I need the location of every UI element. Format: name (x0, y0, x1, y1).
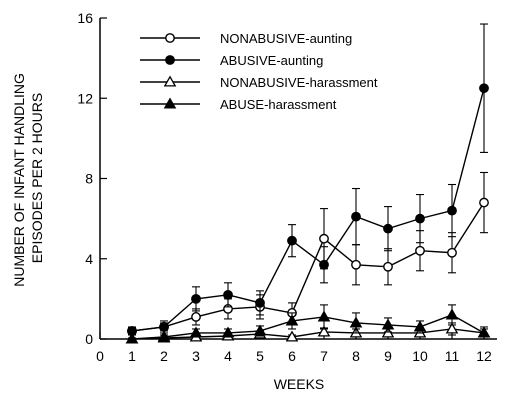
legend-marker (163, 97, 177, 109)
y-axis-title: NUMBER OF INFANT HANDLING EPISODES PER 2… (11, 69, 45, 287)
data-point (447, 247, 457, 258)
x-tick-label: 7 (320, 348, 328, 364)
legend: NONABUSIVE-aunting ABUSIVE-aunting NONABUS… (140, 31, 378, 112)
data-point (319, 259, 329, 270)
data-point (253, 324, 267, 336)
legend-marker (163, 75, 177, 87)
data-point (285, 330, 299, 342)
data-point (287, 235, 297, 246)
data-point (413, 320, 427, 332)
legend-label: NONABUSIVE-harassment (220, 75, 378, 90)
y-tick-label: 8 (85, 171, 93, 187)
data-point (383, 223, 393, 234)
legend-label: ABUSIVE-aunting (220, 53, 323, 68)
data-point (317, 310, 331, 322)
series-triangle-open (125, 322, 491, 344)
data-point (191, 293, 201, 304)
data-point (159, 322, 169, 332)
series-line (131, 314, 485, 340)
series-circle-filled (127, 23, 489, 336)
x-tick-label: 5 (256, 348, 264, 364)
legend-item: NONABUSIVE-aunting (140, 31, 352, 46)
data-point (221, 326, 235, 338)
legend-item: NONABUSIVE-harassment (140, 75, 378, 90)
x-tick-label: 2 (160, 348, 168, 364)
legend-label: ABUSE-harassment (220, 97, 337, 112)
data-point (255, 297, 265, 308)
data-point (479, 197, 489, 208)
series-line (131, 202, 485, 332)
data-point (445, 322, 459, 334)
data-point (447, 205, 457, 216)
data-point (317, 325, 331, 337)
data-point (477, 326, 491, 338)
data-point (479, 83, 489, 94)
x-tick-label: 12 (476, 348, 492, 364)
x-tick-label: 3 (192, 348, 200, 364)
plot-area (125, 23, 491, 344)
y-tick-label: 16 (77, 10, 93, 26)
data-point (285, 314, 299, 326)
y-tick-label: 12 (77, 90, 93, 106)
data-point (319, 233, 329, 244)
x-axis-title: WEEKS (274, 376, 325, 392)
data-point (157, 330, 171, 342)
data-point (351, 211, 361, 222)
legend-marker (165, 33, 175, 43)
data-point (191, 312, 201, 322)
legend-item: ABUSE-harassment (140, 97, 337, 112)
legend-item: ABUSIVE-aunting (140, 53, 323, 68)
y-tick-label: 4 (85, 251, 93, 267)
data-point (445, 308, 459, 320)
data-point (223, 289, 233, 300)
x-tick-label: 4 (224, 348, 232, 364)
series-line (131, 88, 485, 332)
x-tick-label: 8 (352, 348, 360, 364)
series-triangle-filled (125, 304, 491, 344)
x-tick-label: 9 (384, 348, 392, 364)
x-tick-label: 0 (96, 348, 104, 364)
x-tick-label: 11 (445, 348, 460, 364)
data-point (415, 213, 425, 224)
y-tick-label: 0 (85, 331, 93, 347)
data-point (381, 318, 395, 330)
data-point (415, 245, 425, 256)
data-point (125, 332, 139, 344)
data-point (383, 261, 393, 272)
x-tick-label: 10 (412, 348, 428, 364)
x-tick-label: 6 (288, 348, 296, 364)
data-point (189, 326, 203, 338)
legend-marker (165, 55, 175, 65)
data-point (349, 316, 363, 328)
y-axis-title-line-1: NUMBER OF INFANT HANDLING (11, 73, 27, 287)
legend-label: NONABUSIVE-aunting (220, 31, 352, 46)
y-axis-title-line-2: EPISODES PER 2 HOURS (29, 93, 45, 263)
data-point (351, 259, 361, 270)
x-tick-label: 1 (128, 348, 136, 364)
